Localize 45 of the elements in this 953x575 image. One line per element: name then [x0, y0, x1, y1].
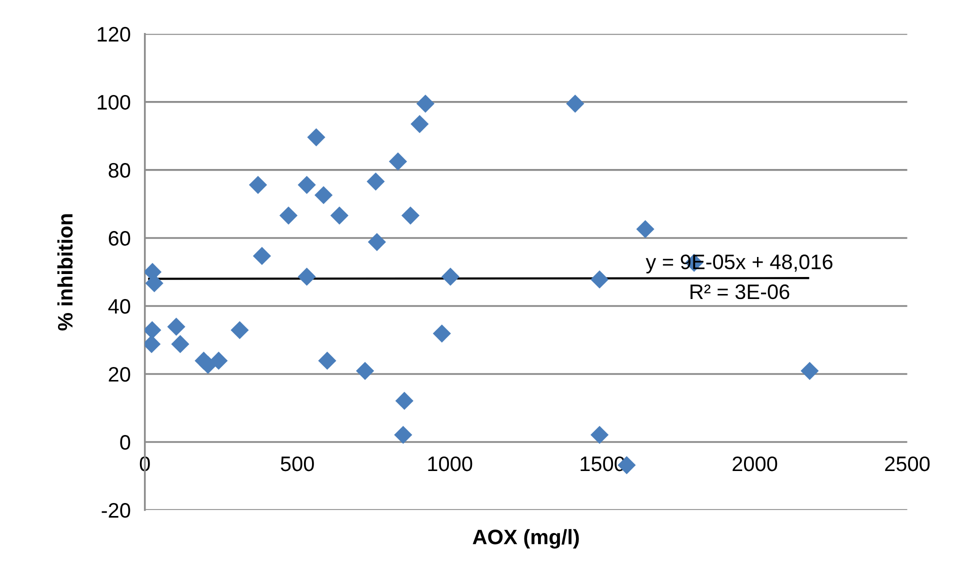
point — [590, 426, 609, 444]
y-tick-label: 120 — [98, 26, 130, 42]
point — [230, 321, 249, 340]
x-tick-label: 1000 — [428, 456, 472, 472]
point — [401, 206, 420, 225]
point — [366, 172, 385, 191]
point — [330, 206, 348, 225]
x-tick-label: 500 — [280, 456, 314, 472]
point — [171, 335, 190, 354]
point — [356, 362, 374, 380]
x-tick-label: 2500 — [885, 456, 930, 472]
point — [307, 128, 326, 146]
point — [144, 321, 162, 340]
y-tick-label: 60 — [108, 230, 130, 246]
point — [441, 268, 460, 286]
point — [252, 246, 272, 266]
point — [432, 324, 451, 343]
y-tick-label: 0 — [120, 435, 130, 450]
point — [314, 186, 333, 204]
point — [368, 232, 386, 252]
point — [298, 176, 316, 194]
y-tick-label: 40 — [108, 298, 130, 314]
point — [800, 362, 819, 380]
y-tick-label: 100 — [98, 94, 130, 110]
point — [210, 352, 228, 370]
point — [298, 268, 316, 286]
point — [566, 94, 584, 113]
point — [167, 318, 186, 336]
point — [318, 352, 336, 370]
point — [279, 206, 298, 225]
point — [395, 392, 414, 410]
point — [388, 152, 408, 171]
annotation: R² = 3E-06 — [690, 284, 790, 300]
point — [410, 114, 429, 134]
point — [248, 176, 268, 194]
point — [590, 270, 609, 289]
x-tick-label: 2000 — [732, 456, 778, 472]
point — [416, 94, 434, 113]
point — [394, 426, 412, 444]
y-tick-label: 80 — [108, 162, 130, 178]
point — [636, 220, 654, 238]
x-axis-title: AOX (mg/l) — [472, 529, 579, 549]
y-tick-label: -20 — [102, 503, 130, 518]
y-tick-label: 20 — [108, 367, 130, 382]
y-axis-title: % inhibition — [57, 214, 73, 330]
